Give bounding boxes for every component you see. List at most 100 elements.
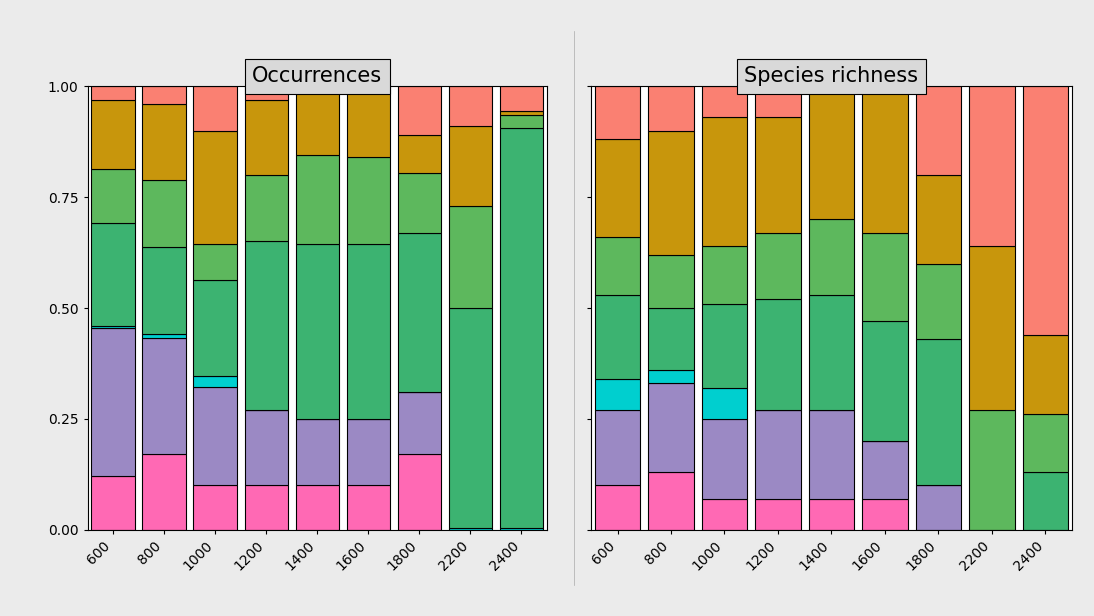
Bar (701, 86, 747, 117)
Bar (92, 328, 135, 476)
Bar (1023, 334, 1068, 415)
Bar (808, 499, 854, 530)
Bar (595, 86, 640, 139)
Bar (142, 86, 186, 104)
Bar (142, 334, 186, 338)
Bar (347, 89, 391, 157)
Bar (449, 308, 492, 527)
Bar (808, 219, 854, 294)
Bar (595, 379, 640, 410)
Bar (245, 100, 288, 175)
Bar (449, 206, 492, 308)
Bar (808, 86, 854, 219)
Bar (862, 322, 908, 441)
Bar (194, 86, 236, 131)
Bar (194, 280, 236, 376)
Bar (916, 86, 962, 175)
Bar (398, 86, 441, 136)
Bar (92, 326, 135, 328)
Bar (862, 441, 908, 499)
Bar (755, 299, 801, 410)
Bar (347, 485, 391, 530)
Bar (500, 86, 544, 111)
Bar (194, 131, 236, 245)
Bar (142, 338, 186, 454)
Bar (449, 126, 492, 206)
Bar (92, 169, 135, 223)
Bar (295, 485, 339, 530)
Bar (295, 244, 339, 419)
Bar (142, 104, 186, 180)
Bar (701, 499, 747, 530)
Bar (649, 383, 694, 472)
Bar (449, 527, 492, 530)
Bar (755, 117, 801, 233)
Title: Occurrences: Occurrences (253, 67, 382, 86)
Bar (142, 180, 186, 247)
Bar (916, 264, 962, 339)
Bar (595, 237, 640, 294)
Bar (649, 255, 694, 308)
Bar (808, 294, 854, 410)
Bar (1023, 415, 1068, 472)
Bar (969, 86, 1014, 246)
Bar (245, 241, 288, 410)
Bar (500, 115, 544, 128)
Bar (347, 157, 391, 244)
Bar (295, 155, 339, 244)
Bar (755, 233, 801, 299)
Bar (245, 485, 288, 530)
Bar (862, 86, 908, 233)
Bar (245, 86, 288, 100)
Bar (595, 410, 640, 485)
Bar (245, 410, 288, 485)
Bar (142, 454, 186, 530)
Bar (398, 173, 441, 233)
Bar (500, 111, 544, 115)
Bar (808, 410, 854, 499)
Bar (701, 419, 747, 499)
Bar (194, 485, 236, 530)
Bar (245, 175, 288, 241)
Bar (295, 86, 339, 155)
Bar (595, 485, 640, 530)
Bar (595, 139, 640, 237)
Bar (701, 117, 747, 246)
Bar (649, 370, 694, 383)
Bar (701, 246, 747, 304)
Bar (398, 136, 441, 173)
Bar (398, 392, 441, 454)
Bar (500, 527, 544, 530)
Bar (92, 476, 135, 530)
Bar (1023, 472, 1068, 530)
Bar (755, 410, 801, 499)
Bar (194, 376, 236, 387)
Bar (701, 388, 747, 419)
Bar (92, 86, 135, 100)
Bar (862, 233, 908, 322)
Bar (398, 454, 441, 530)
Bar (398, 233, 441, 392)
Bar (194, 245, 236, 280)
Bar (449, 86, 492, 126)
Bar (916, 339, 962, 485)
Bar (1023, 86, 1068, 334)
Bar (347, 244, 391, 419)
Bar (862, 499, 908, 530)
Bar (649, 308, 694, 370)
Bar (969, 410, 1014, 530)
Bar (347, 86, 391, 89)
Bar (142, 247, 186, 334)
Bar (295, 419, 339, 485)
Bar (916, 485, 962, 530)
Bar (755, 86, 801, 117)
Bar (701, 304, 747, 388)
Bar (969, 246, 1014, 410)
Bar (649, 131, 694, 255)
Bar (595, 294, 640, 379)
Bar (500, 128, 544, 527)
Bar (916, 175, 962, 264)
Bar (755, 499, 801, 530)
Bar (194, 387, 236, 485)
Bar (347, 419, 391, 485)
